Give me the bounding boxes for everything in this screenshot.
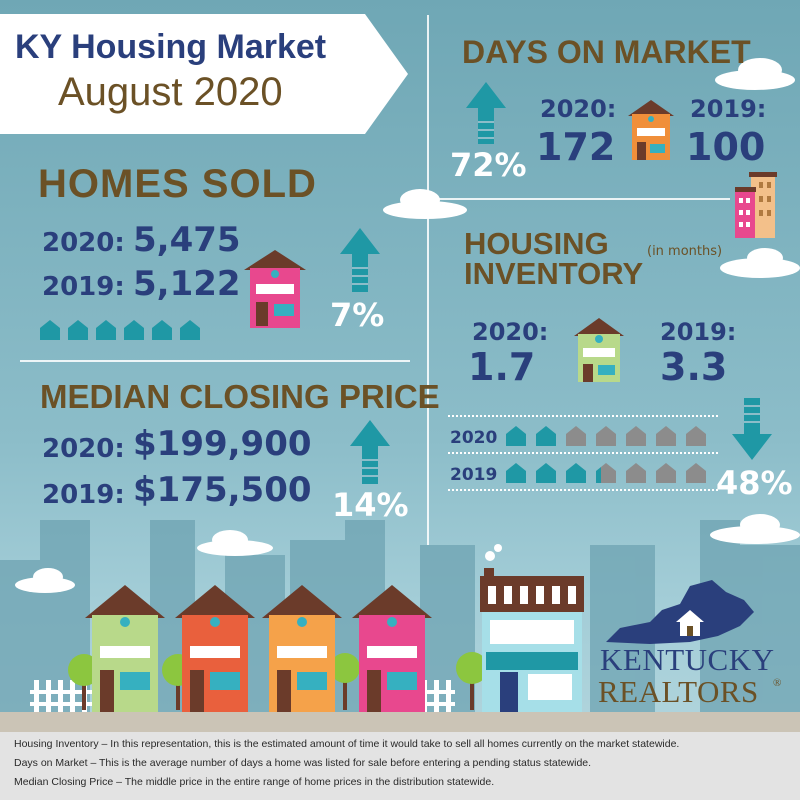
median-price-2019-value: $175,500 (133, 470, 312, 510)
title-line2: August 2020 (58, 70, 283, 114)
kentucky-map-icon (606, 580, 754, 644)
left-divider (20, 360, 410, 362)
days-2020-label: 2020: (540, 95, 617, 123)
footer-line-days: Days on Market – This is the average num… (14, 757, 592, 769)
pink-house-icon (244, 250, 306, 328)
inventory-heading-line2: INVENTORY (464, 256, 644, 291)
logo-line1: KENTUCKY (600, 642, 775, 677)
homes-sold-change: 7% (330, 296, 385, 334)
median-price-2019-label: 2019: (42, 480, 125, 510)
title-line1: KY Housing Market (15, 28, 327, 66)
inventory-bar-divider-bottom (448, 489, 718, 491)
homes-sold-2020-value: 5,475 (133, 220, 241, 260)
clouds (15, 58, 800, 593)
street-scene (30, 544, 754, 713)
homes-sold-heading: HOMES SOLD (38, 162, 317, 206)
inventory-2020-house-row (506, 426, 706, 446)
apartment-buildings-icon (735, 172, 777, 238)
homes-sold-2019-label: 2019: (42, 272, 125, 302)
inventory-units: (in months) (647, 244, 723, 259)
logo-line2: REALTORS (598, 674, 759, 709)
median-price-up-arrow-icon (350, 420, 390, 484)
street-house-red (175, 585, 255, 713)
orange-house-icon (628, 100, 674, 160)
inventory-heading-line1: HOUSING (464, 226, 609, 261)
homes-sold-2019-value: 5,122 (133, 264, 241, 304)
homes-sold-2020-label: 2020: (42, 228, 125, 258)
inventory-2020-label: 2020: (472, 318, 549, 346)
days-on-market-heading: DAYS ON MARKET (462, 34, 751, 70)
footer-notes (0, 732, 800, 800)
inventory-2019-value: 3.3 (660, 345, 728, 389)
inventory-bar-2019-label: 2019 (450, 465, 498, 485)
inventory-bar-divider-mid (448, 452, 718, 454)
street-house-green (85, 585, 165, 713)
street-house-pink (352, 585, 432, 713)
ground-strip (0, 712, 800, 732)
homes-sold-house-row (40, 320, 200, 340)
median-price-change: 14% (332, 486, 409, 524)
inventory-2019-house-row (506, 463, 706, 483)
right-divider (430, 198, 730, 200)
vertical-divider (427, 15, 429, 545)
inventory-2019-label: 2019: (660, 318, 737, 346)
inventory-2020-value: 1.7 (468, 345, 536, 389)
days-2019-label: 2019: (690, 95, 767, 123)
median-price-2020-label: 2020: (42, 434, 125, 464)
days-2019-value: 100 (686, 125, 766, 169)
logo-registered-mark: ® (773, 677, 782, 689)
green-house-icon (574, 318, 624, 382)
days-2020-value: 172 (536, 125, 616, 169)
title-banner (0, 14, 408, 134)
inventory-bar-divider-top (448, 415, 718, 417)
days-on-market-change: 72% (450, 146, 527, 184)
footer-line-price: Median Closing Price – The middle price … (14, 776, 495, 788)
median-price-heading: MEDIAN CLOSING PRICE (40, 378, 440, 415)
median-price-2020-value: $199,900 (133, 424, 312, 464)
street-shop (480, 544, 584, 713)
inventory-change: 48% (716, 464, 793, 502)
street-house-orange (262, 585, 342, 713)
homes-sold-up-arrow-icon (340, 228, 380, 292)
inventory-down-arrow-icon (732, 398, 772, 460)
inventory-bar-2020-label: 2020 (450, 428, 498, 448)
days-on-market-up-arrow-icon (466, 82, 506, 144)
footer-line-inventory: Housing Inventory – In this representati… (14, 738, 680, 750)
